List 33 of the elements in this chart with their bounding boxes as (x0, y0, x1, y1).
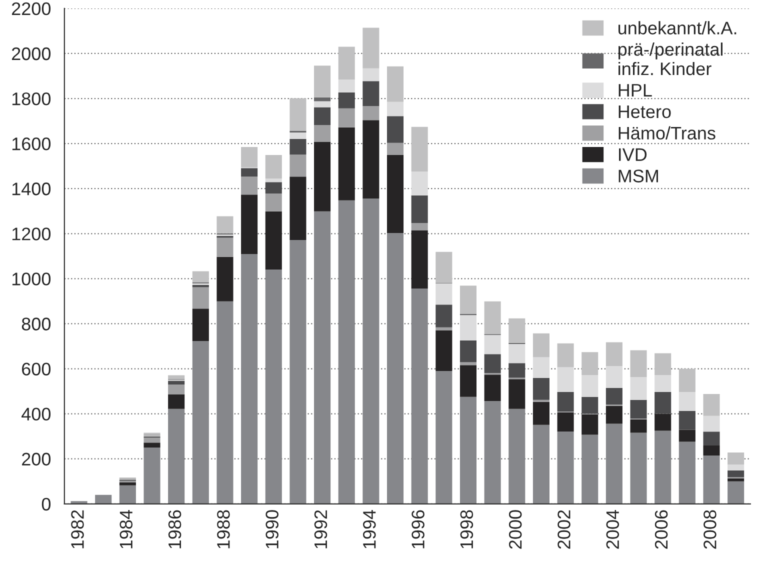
x-tick-label: 1994 (362, 510, 376, 548)
x-tick-label: 1998 (460, 510, 474, 548)
legend-label: MSM (618, 170, 658, 182)
y-tick-label: 1400 (12, 182, 51, 196)
x-tick-label: 1990 (266, 510, 278, 548)
y-tick-label: 0 (42, 498, 51, 511)
legend-label: unbekannt/k.A. (618, 21, 736, 34)
x-tick-label: 2004 (606, 510, 620, 549)
y-tick-label: 1600 (12, 138, 51, 150)
y-tick-label: 200 (22, 452, 51, 466)
x-tick-label: 1982 (71, 510, 84, 548)
legend-label: Hetero (618, 106, 671, 118)
y-tick-label: 2000 (12, 47, 51, 60)
x-tick-label: 2000 (508, 510, 522, 549)
x-tick-label: 1984 (120, 510, 133, 548)
y-tick-label: 800 (22, 318, 51, 330)
y-tick-label: 2200 (12, 2, 51, 16)
y-tick-label: 1800 (12, 92, 51, 106)
x-tick-label: 2002 (558, 510, 570, 549)
y-tick-label: 1000 (12, 272, 51, 286)
legend-label: HPL (618, 84, 652, 96)
x-tick-label: 2008 (704, 510, 716, 549)
y-tick-label: 600 (22, 362, 51, 376)
x-tick-label: 1996 (412, 510, 424, 548)
y-tick-label: 1200 (12, 228, 51, 240)
x-tick-label: 1988 (217, 510, 230, 548)
legend-label: prä-/perinatal infiz. Kinder (618, 42, 723, 76)
x-tick-label: 2006 (654, 510, 668, 549)
legend-label: Hämo/Trans (618, 126, 716, 140)
x-tick-label: 1992 (314, 510, 328, 548)
x-tick-label: 1986 (168, 510, 182, 548)
y-tick-label: 400 (22, 408, 51, 421)
legend-label: IVD (619, 148, 647, 161)
